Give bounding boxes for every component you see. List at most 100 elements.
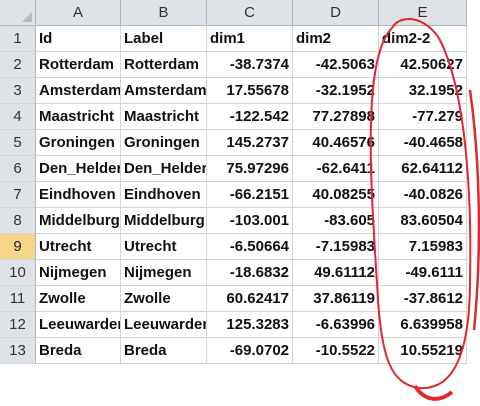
column-header-row: A B C D E: [0, 0, 480, 26]
cell-dim1[interactable]: 60.62417: [207, 286, 293, 312]
cell-dim2-2[interactable]: 6.639958: [379, 312, 467, 338]
table-row: 9 Utrecht Utrecht -6.50664 -7.15983 7.15983: [0, 234, 480, 260]
cell-id[interactable]: Groningen: [36, 130, 121, 156]
cell-dim1[interactable]: -38.7374: [207, 52, 293, 78]
row-number-5[interactable]: 5: [0, 130, 36, 156]
table-row: 8 Middelburg Middelburg -103.001 -83.605 83.6…: [0, 208, 480, 234]
cell-id[interactable]: Zwolle: [36, 286, 121, 312]
column-header-a[interactable]: A: [36, 0, 121, 26]
cell-dim2-2[interactable]: 83.60504: [379, 208, 467, 234]
cell-dim2[interactable]: -6.63996: [293, 312, 379, 338]
cell-dim1[interactable]: -66.2151: [207, 182, 293, 208]
cell-dim2[interactable]: -32.1952: [293, 78, 379, 104]
cell-dim2[interactable]: -42.5063: [293, 52, 379, 78]
cell-dim1[interactable]: 17.55678: [207, 78, 293, 104]
cell-id[interactable]: Eindhoven: [36, 182, 121, 208]
table-row: 13 Breda Breda -69.0702 -10.5522 10.55219: [0, 338, 480, 364]
row-number-13[interactable]: 13: [0, 338, 36, 364]
column-header-c[interactable]: C: [207, 0, 293, 26]
row-number-8[interactable]: 8: [0, 208, 36, 234]
table-row: 6 Den_Helder Den_Helder 75.97296 -62.6411 62.…: [0, 156, 480, 182]
cell-dim2[interactable]: 37.86119: [293, 286, 379, 312]
table-row: 4 Maastricht Maastricht -122.542 77.27898 -77…: [0, 104, 480, 130]
row-number-2[interactable]: 2: [0, 52, 36, 78]
cell-dim2[interactable]: 49.61112: [293, 260, 379, 286]
cell-dim2[interactable]: 77.27898: [293, 104, 379, 130]
cell-id[interactable]: Leeuwarden: [36, 312, 121, 338]
cell-dim2[interactable]: -83.605: [293, 208, 379, 234]
cell-label[interactable]: Nijmegen: [121, 260, 207, 286]
cell-dim1[interactable]: 75.97296: [207, 156, 293, 182]
cell-dim2[interactable]: 40.08255: [293, 182, 379, 208]
cell-dim1[interactable]: -18.6832: [207, 260, 293, 286]
cell-dim2-2[interactable]: -49.6111: [379, 260, 467, 286]
row-number-3[interactable]: 3: [0, 78, 36, 104]
select-all-corner[interactable]: [0, 0, 36, 26]
cell-dim2-2[interactable]: -40.4658: [379, 130, 467, 156]
table-row: 12 Leeuwarden Leeuwarden 125.3283 -6.63996 6.…: [0, 312, 480, 338]
cell-dim1[interactable]: 145.2737: [207, 130, 293, 156]
cell-dim1[interactable]: 125.3283: [207, 312, 293, 338]
row-number-7[interactable]: 7: [0, 182, 36, 208]
cell-dim2[interactable]: -10.5522: [293, 338, 379, 364]
cell-label[interactable]: Middelburg: [121, 208, 207, 234]
table-row: 5 Groningen Groningen 145.2737 40.46576 -40.4…: [0, 130, 480, 156]
column-header-e[interactable]: E: [379, 0, 467, 26]
cell-label[interactable]: Maastricht: [121, 104, 207, 130]
cell-dim2-2[interactable]: -37.8612: [379, 286, 467, 312]
cell-label[interactable]: Eindhoven: [121, 182, 207, 208]
cell-label[interactable]: Groningen: [121, 130, 207, 156]
select-all-triangle-icon: [22, 12, 32, 22]
row-number-9[interactable]: 9: [0, 234, 36, 260]
annotation-stroke-bottom: [413, 384, 454, 401]
cell-dim2-2[interactable]: -77.279: [379, 104, 467, 130]
sheet-rows: 1 Id Label dim1 dim2 dim2-2 2 Rotterdam Rotterda…: [0, 26, 480, 364]
cell-id[interactable]: Breda: [36, 338, 121, 364]
cell-dim1[interactable]: -6.50664: [207, 234, 293, 260]
cell-dim2-2[interactable]: 42.50627: [379, 52, 467, 78]
cell-id[interactable]: Middelburg: [36, 208, 121, 234]
cell-dim2[interactable]: 40.46576: [293, 130, 379, 156]
cell-dim2-2[interactable]: 10.55219: [379, 338, 467, 364]
cell-dim2-2[interactable]: 7.15983: [379, 234, 467, 260]
cell-dim2-2[interactable]: 32.1952: [379, 78, 467, 104]
row-number-11[interactable]: 11: [0, 286, 36, 312]
cell-id[interactable]: Rotterdam: [36, 52, 121, 78]
row-number-6[interactable]: 6: [0, 156, 36, 182]
cell-dim2[interactable]: -62.6411: [293, 156, 379, 182]
table-row: 3 Amsterdam Amsterdam 17.55678 -32.1952 32.19…: [0, 78, 480, 104]
table-row: 1 Id Label dim1 dim2 dim2-2: [0, 26, 480, 52]
column-header-d[interactable]: D: [293, 0, 379, 26]
table-row: 7 Eindhoven Eindhoven -66.2151 40.08255 -40.0…: [0, 182, 480, 208]
cell-dim2-2[interactable]: dim2-2: [379, 26, 467, 52]
cell-dim1[interactable]: -69.0702: [207, 338, 293, 364]
cell-dim2[interactable]: -7.15983: [293, 234, 379, 260]
column-header-b[interactable]: B: [121, 0, 207, 26]
cell-label[interactable]: Label: [121, 26, 207, 52]
table-row: 10 Nijmegen Nijmegen -18.6832 49.61112 -49.61…: [0, 260, 480, 286]
cell-dim2-2[interactable]: 62.64112: [379, 156, 467, 182]
cell-label[interactable]: Leeuwarden: [121, 312, 207, 338]
row-number-1[interactable]: 1: [0, 26, 36, 52]
cell-label[interactable]: Utrecht: [121, 234, 207, 260]
row-number-12[interactable]: 12: [0, 312, 36, 338]
cell-dim1[interactable]: -122.542: [207, 104, 293, 130]
cell-dim1[interactable]: -103.001: [207, 208, 293, 234]
cell-id[interactable]: Den_Helder: [36, 156, 121, 182]
cell-id[interactable]: Maastricht: [36, 104, 121, 130]
cell-label[interactable]: Rotterdam: [121, 52, 207, 78]
cell-id[interactable]: Utrecht: [36, 234, 121, 260]
cell-dim1[interactable]: dim1: [207, 26, 293, 52]
cell-label[interactable]: Den_Helder: [121, 156, 207, 182]
cell-id[interactable]: Amsterdam: [36, 78, 121, 104]
cell-label[interactable]: Zwolle: [121, 286, 207, 312]
row-number-10[interactable]: 10: [0, 260, 36, 286]
cell-id[interactable]: Nijmegen: [36, 260, 121, 286]
cell-dim2[interactable]: dim2: [293, 26, 379, 52]
cell-id[interactable]: Id: [36, 26, 121, 52]
spreadsheet-grid: A B C D E 1 Id Label dim1 dim2 dim2-2 2 Rotterd…: [0, 0, 480, 364]
cell-label[interactable]: Breda: [121, 338, 207, 364]
row-number-4[interactable]: 4: [0, 104, 36, 130]
cell-dim2-2[interactable]: -40.0826: [379, 182, 467, 208]
cell-label[interactable]: Amsterdam: [121, 78, 207, 104]
